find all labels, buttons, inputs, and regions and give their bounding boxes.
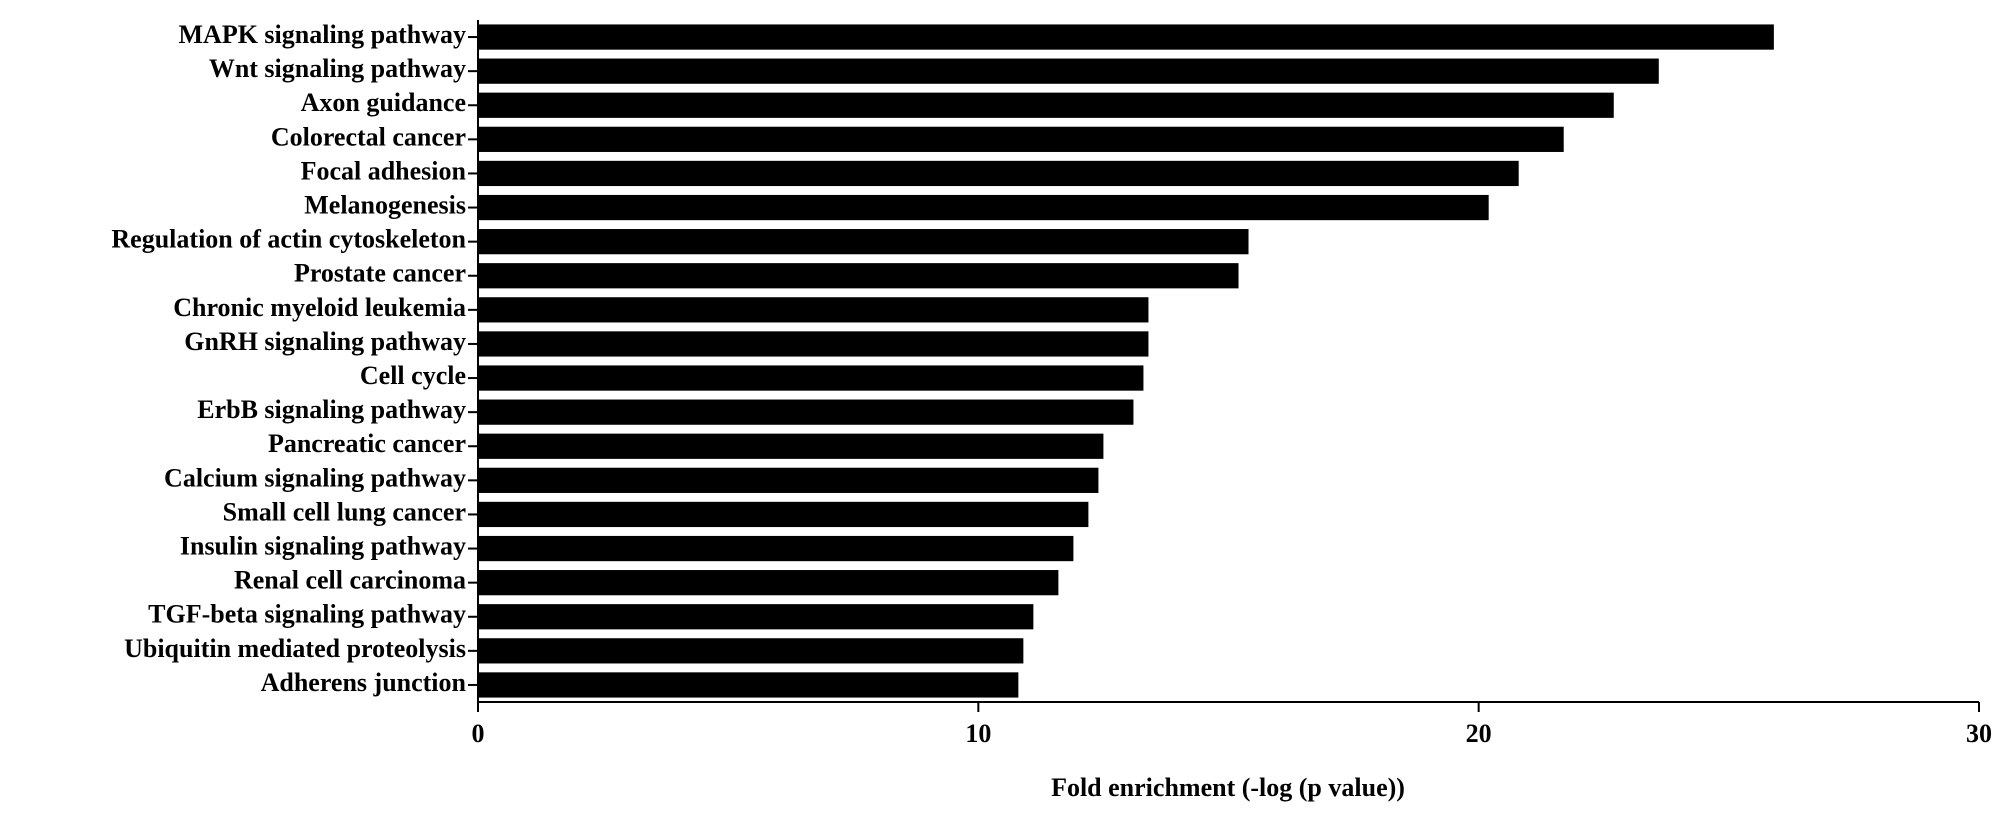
bar [478,160,1519,187]
x-tick-label: 20 [1466,719,1492,748]
y-tick-label: Small cell lung cancer [223,497,466,526]
bar [478,399,1134,425]
x-tick-label: 0 [472,719,485,748]
y-tick-label: Renal cell carcinoma [234,566,466,595]
bar [478,365,1144,391]
y-tick-label: Colorectal cancer [271,122,466,151]
x-tick-label: 30 [1966,719,1992,748]
y-tick-label: MAPK signaling pathway [179,20,467,49]
y-tick-label: Wnt signaling pathway [209,54,466,83]
bar [478,672,1019,698]
y-tick-label: Chronic myeloid leukemia [173,293,466,322]
y-tick-label: Melanogenesis [304,191,466,220]
y-tick-label: TGF-beta signaling pathway [148,600,466,629]
y-tick-label: ErbB signaling pathway [197,395,466,424]
bar [478,331,1149,357]
bar [478,570,1059,596]
y-tick-label: Insulin signaling pathway [180,532,466,561]
y-tick-label: Cell cycle [360,361,466,390]
y-tick-label: Calcium signaling pathway [164,463,466,492]
bar [478,58,1659,84]
bar [478,229,1249,255]
y-tick-label: Adherens junction [261,668,467,697]
bar [478,638,1024,664]
bar [478,297,1149,323]
bar [478,92,1614,118]
bar [478,604,1034,630]
bar [478,433,1104,459]
x-tick-label: 10 [965,719,991,748]
x-axis-title: Fold enrichment (-log (p value)) [1051,773,1405,802]
bar [478,501,1089,528]
bar [478,467,1099,493]
y-tick-label: Pancreatic cancer [268,429,466,458]
y-tick-label: Ubiquitin mediated proteolysis [124,634,466,663]
y-tick-label: Axon guidance [301,88,466,117]
bar [478,126,1564,152]
bar [478,535,1074,562]
y-tick-label: Prostate cancer [294,259,466,288]
y-tick-label: Focal adhesion [301,156,467,185]
bar [478,24,1774,50]
y-tick-label: Regulation of actin cytoskeleton [111,225,466,254]
y-tick-label: GnRH signaling pathway [184,327,466,356]
bar [478,194,1489,221]
bar [478,263,1239,289]
